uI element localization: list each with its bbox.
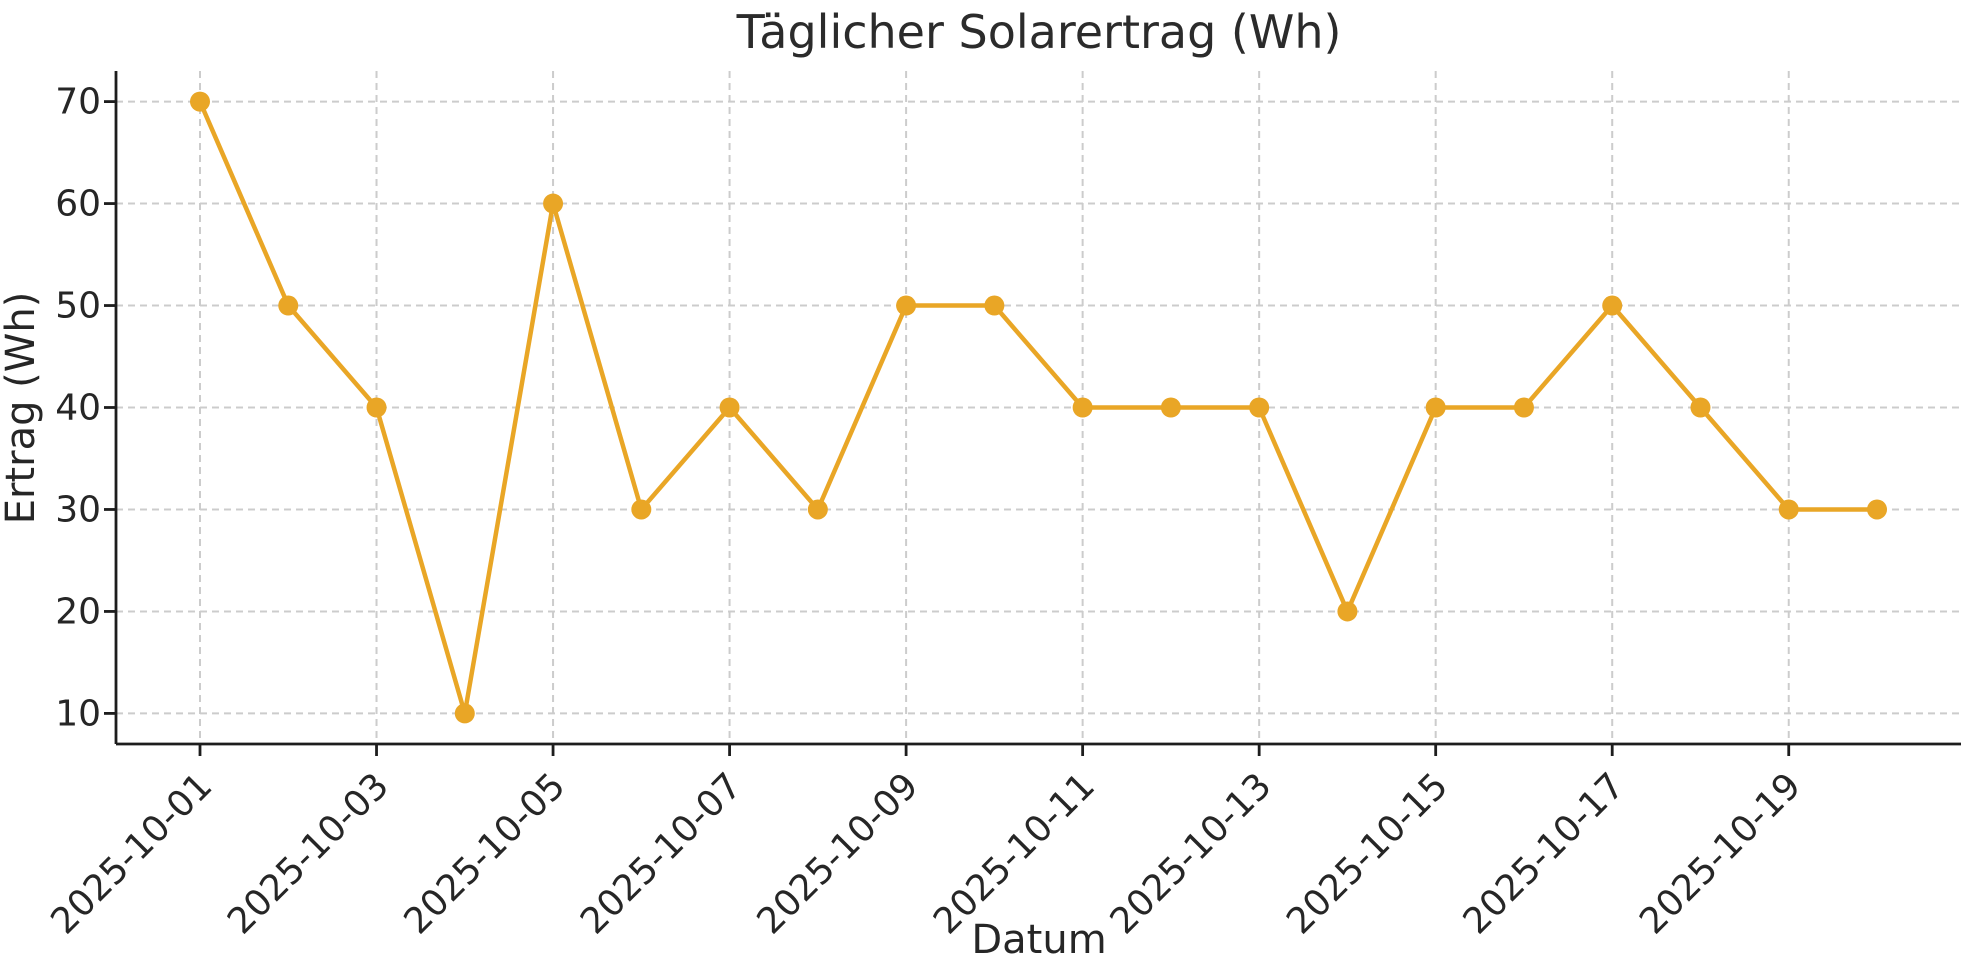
data-point: [1249, 397, 1270, 418]
x-tick-label: 2025-10-05: [396, 765, 573, 942]
x-tick-label: 2025-10-01: [43, 765, 220, 942]
x-axis-label: Datum: [971, 917, 1106, 963]
x-tick-label: 2025-10-19: [1632, 765, 1809, 942]
data-point: [719, 397, 740, 418]
data-point: [984, 295, 1005, 316]
data-point: [1602, 295, 1623, 316]
data-point: [807, 499, 828, 520]
data-point: [454, 703, 475, 724]
y-tick-label: 40: [55, 388, 101, 429]
y-axis-label: Ertrag (Wh): [0, 292, 44, 525]
data-point: [1425, 397, 1446, 418]
data-point: [278, 295, 299, 316]
solar-yield-line-series: [190, 91, 1887, 724]
data-point: [896, 295, 917, 316]
x-tick-label: 2025-10-17: [1456, 765, 1633, 942]
data-point: [1337, 601, 1358, 622]
y-tick-label: 10: [55, 693, 101, 734]
data-point: [1690, 397, 1711, 418]
y-tick-label: 30: [55, 489, 101, 530]
y-tick-label: 70: [55, 82, 101, 123]
x-tick-label: 2025-10-11: [926, 765, 1103, 942]
data-point: [1160, 397, 1181, 418]
y-tick-label: 20: [55, 591, 101, 632]
x-tick-label: 2025-10-15: [1279, 765, 1456, 942]
data-point: [1072, 397, 1093, 418]
data-point: [631, 499, 652, 520]
data-point: [1867, 499, 1887, 520]
grid-lines: [116, 71, 1961, 744]
x-tick-label: 2025-10-07: [573, 765, 750, 942]
chart-title: Täglicher Solarertrag (Wh): [736, 5, 1342, 59]
data-point: [190, 91, 210, 112]
x-tick-label: 2025-10-13: [1103, 765, 1280, 942]
y-tick-label: 50: [55, 286, 101, 327]
yield-line: [197, 99, 1880, 716]
data-point: [1778, 499, 1799, 520]
axis-tick-marks: [104, 100, 1791, 756]
x-tick-label: 2025-10-09: [750, 765, 927, 942]
y-tick-label: 60: [55, 184, 101, 225]
data-point: [1513, 397, 1534, 418]
data-point: [543, 193, 564, 214]
x-tick-label: 2025-10-03: [220, 765, 397, 942]
data-point: [366, 397, 387, 418]
